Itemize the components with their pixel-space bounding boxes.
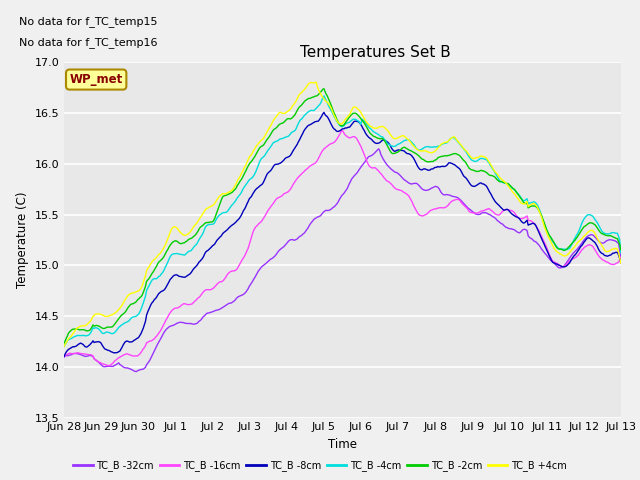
TC_B -2cm — [518, 196, 525, 202]
TC_B -4cm — [362, 121, 370, 127]
TC_B +4cm — [329, 110, 337, 116]
TC_B -32cm — [394, 170, 401, 176]
TC_B -8cm — [605, 253, 612, 259]
Line: TC_B -2cm: TC_B -2cm — [64, 89, 621, 344]
TC_B -8cm — [60, 354, 68, 360]
TC_B -32cm — [375, 146, 383, 152]
TC_B -32cm — [519, 227, 527, 233]
Line: TC_B -4cm: TC_B -4cm — [64, 96, 621, 347]
TC_B -8cm — [518, 218, 525, 224]
TC_B -16cm — [617, 254, 625, 260]
TC_B -16cm — [105, 363, 113, 369]
TC_B -2cm — [605, 233, 612, 239]
TC_B -16cm — [394, 187, 401, 192]
TC_B +4cm — [617, 260, 625, 266]
TC_B -32cm — [132, 369, 140, 374]
Text: No data for f_TC_temp15: No data for f_TC_temp15 — [19, 16, 158, 27]
TC_B -8cm — [362, 132, 370, 137]
TC_B -2cm — [329, 108, 337, 113]
TC_B -4cm — [617, 250, 625, 255]
Text: No data for f_TC_temp16: No data for f_TC_temp16 — [19, 37, 158, 48]
X-axis label: Time: Time — [328, 438, 357, 451]
TC_B -2cm — [393, 150, 401, 156]
Text: WP_met: WP_met — [70, 73, 123, 86]
TC_B -16cm — [60, 354, 68, 360]
TC_B -32cm — [617, 254, 625, 260]
TC_B -2cm — [320, 86, 328, 92]
Line: TC_B -32cm: TC_B -32cm — [64, 149, 621, 372]
TC_B -32cm — [326, 207, 333, 213]
Line: TC_B -8cm: TC_B -8cm — [64, 112, 621, 357]
TC_B -16cm — [338, 127, 346, 133]
TC_B -4cm — [393, 143, 401, 148]
Y-axis label: Temperature (C): Temperature (C) — [16, 192, 29, 288]
TC_B +4cm — [362, 119, 370, 125]
TC_B -16cm — [329, 140, 337, 146]
TC_B +4cm — [312, 79, 320, 85]
Line: TC_B +4cm: TC_B +4cm — [64, 82, 621, 347]
TC_B -32cm — [329, 204, 337, 210]
TC_B -16cm — [364, 160, 371, 166]
TC_B -2cm — [362, 124, 370, 130]
Line: TC_B -16cm: TC_B -16cm — [64, 130, 621, 366]
TC_B -2cm — [617, 247, 625, 252]
TC_B -8cm — [320, 109, 328, 115]
TC_B +4cm — [605, 248, 612, 254]
TC_B -32cm — [60, 354, 68, 360]
TC_B -32cm — [606, 237, 614, 242]
TC_B -8cm — [393, 147, 401, 153]
TC_B -2cm — [60, 341, 68, 347]
TC_B +4cm — [326, 102, 333, 108]
TC_B -4cm — [605, 231, 612, 237]
TC_B -4cm — [518, 195, 525, 201]
TC_B +4cm — [518, 200, 525, 206]
TC_B +4cm — [60, 344, 68, 349]
TC_B -16cm — [606, 261, 614, 266]
TC_B -16cm — [326, 142, 333, 147]
TC_B -4cm — [60, 344, 68, 349]
TC_B -4cm — [329, 111, 337, 117]
TC_B -4cm — [326, 105, 333, 110]
TC_B -8cm — [329, 125, 337, 131]
TC_B -2cm — [326, 98, 333, 104]
Legend: TC_B -32cm, TC_B -16cm, TC_B -8cm, TC_B -4cm, TC_B -2cm, TC_B +4cm: TC_B -32cm, TC_B -16cm, TC_B -8cm, TC_B … — [69, 456, 571, 475]
TC_B +4cm — [393, 135, 401, 141]
TC_B -32cm — [362, 157, 370, 163]
TC_B -8cm — [617, 260, 625, 266]
TC_B -4cm — [320, 93, 328, 99]
TC_B -16cm — [519, 216, 527, 221]
TC_B -8cm — [326, 118, 333, 124]
Title: Temperatures Set B: Temperatures Set B — [300, 45, 451, 60]
